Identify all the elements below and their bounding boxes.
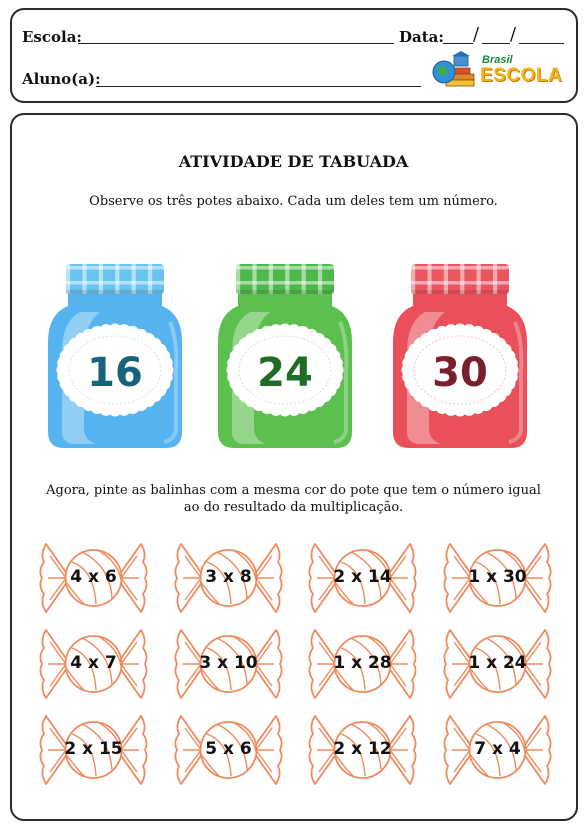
candy-item[interactable]: 2 x 14 — [305, 540, 420, 615]
candy-icon — [308, 715, 417, 785]
date-day-field[interactable] — [443, 43, 473, 44]
candy-icon — [308, 543, 417, 613]
date-slash-2: / — [510, 24, 517, 45]
candy-label: 5 x 6 — [205, 739, 252, 759]
jar-number: 30 — [432, 350, 488, 396]
jar-red-icon — [393, 264, 527, 448]
activity-title: ATIVIDADE DE TABUADA — [178, 152, 409, 171]
candy-icon — [39, 629, 148, 699]
candy-item[interactable]: 3 x 10 — [171, 626, 286, 701]
candy-label: 3 x 8 — [205, 567, 252, 587]
jar-number: 24 — [257, 350, 313, 396]
logo-icon — [432, 51, 475, 87]
candy-item[interactable]: 5 x 6 — [171, 712, 286, 787]
candy-item[interactable]: 2 x 15 — [36, 712, 151, 787]
candy-item[interactable]: 3 x 8 — [171, 540, 286, 615]
candy-item[interactable]: 1 x 30 — [440, 540, 555, 615]
jar-red: 30 — [385, 262, 535, 452]
candy-icon — [174, 715, 283, 785]
logo-brasil-text: Brasil — [482, 54, 513, 66]
candy-icon — [174, 629, 283, 699]
brasil-escola-logo: Brasil ESCOLA — [430, 50, 570, 94]
candy-icon — [39, 543, 148, 613]
date-label: Data: — [399, 28, 444, 46]
candy-label: 2 x 14 — [333, 567, 392, 587]
jar-green: 24 — [210, 262, 360, 452]
candy-icon — [174, 543, 283, 613]
candy-item[interactable]: 7 x 4 — [440, 712, 555, 787]
candy-icon — [443, 543, 552, 613]
candy-label: 2 x 15 — [64, 739, 123, 759]
jar-green-icon — [218, 264, 352, 448]
candy-icon — [39, 715, 148, 785]
date-year-field[interactable] — [519, 43, 564, 44]
date-month-field[interactable] — [482, 43, 510, 44]
logo-escola-text: ESCOLA — [480, 65, 563, 86]
candy-label: 1 x 30 — [468, 567, 527, 587]
student-field[interactable] — [96, 86, 421, 87]
candy-icon — [308, 629, 417, 699]
jar-blue: 16 — [40, 262, 190, 452]
candy-label: 7 x 4 — [474, 739, 521, 759]
candy-item[interactable]: 2 x 12 — [305, 712, 420, 787]
candy-label: 1 x 28 — [333, 653, 392, 673]
jar-number: 16 — [87, 350, 143, 396]
candy-label: 4 x 6 — [70, 567, 117, 587]
school-field[interactable] — [78, 43, 394, 44]
candy-item[interactable]: 1 x 24 — [440, 626, 555, 701]
date-slash-1: / — [473, 24, 480, 45]
candy-label: 2 x 12 — [333, 739, 392, 759]
candy-item[interactable]: 1 x 28 — [305, 626, 420, 701]
student-label: Aluno(a): — [22, 70, 101, 88]
candy-label: 4 x 7 — [70, 653, 117, 673]
candy-icon — [443, 715, 552, 785]
candy-icon — [443, 629, 552, 699]
jar-blue-icon — [48, 264, 182, 448]
activity-box — [10, 113, 578, 821]
school-label: Escola: — [22, 28, 82, 46]
candy-label: 1 x 24 — [468, 653, 527, 673]
instruction-paint: Agora, pinte as balinhas com a mesma cor… — [46, 483, 541, 515]
candy-item[interactable]: 4 x 7 — [36, 626, 151, 701]
instruction-observe: Observe os três potes abaixo. Cada um de… — [89, 194, 498, 209]
candy-label: 3 x 10 — [199, 653, 258, 673]
header-box — [10, 8, 578, 103]
candy-item[interactable]: 4 x 6 — [36, 540, 151, 615]
